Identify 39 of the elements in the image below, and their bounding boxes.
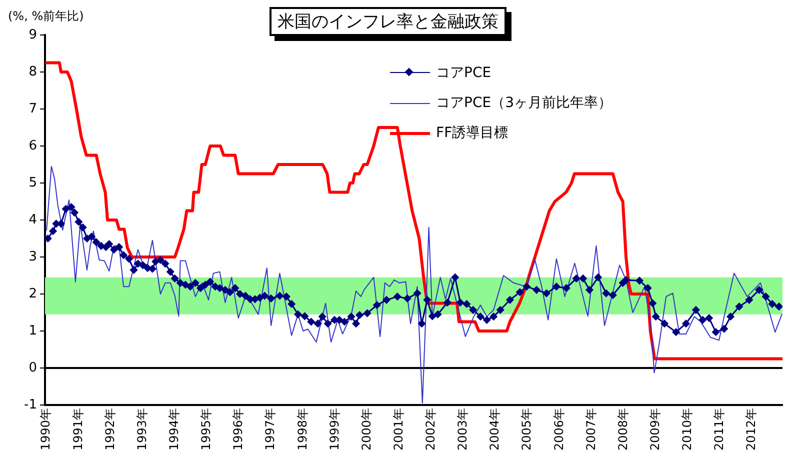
x-tick-label: 2006年 [552,408,566,451]
x-tick-label: 1998年 [295,408,310,451]
x-tick-label: 2008年 [616,408,630,451]
chart-title: 米国のインフレ率と金融政策 [270,7,506,36]
y-axis-title: (%, %前年比) [8,8,84,25]
x-tick-label: 2001年 [391,408,406,451]
legend-label: コアPCE（3ヶ月前比年率） [436,94,612,112]
x-tick-label: 1991年 [70,408,85,451]
x-tick-label: 2005年 [520,408,534,451]
y-tick-label: 1 [28,323,37,338]
x-tick-label: 2009年 [648,408,662,451]
x-tick-label: 1997年 [263,408,278,451]
y-tick-label: 6 [28,138,37,154]
legend-label: FF誘導目標 [436,124,508,142]
y-tick-label: 9 [28,27,37,42]
y-tick-label: 7 [28,101,37,116]
x-tick-label: 2004年 [488,408,502,451]
legend-label: コアPCE [436,64,492,82]
x-tick-label: 2010年 [680,408,694,451]
x-tick-label: 1995年 [199,408,214,451]
x-tick-label: 1999年 [327,408,342,451]
y-tick-label: -1 [24,397,37,412]
x-tick-label: 2012年 [744,408,758,451]
y-tick-label: 8 [28,64,37,80]
x-tick-label: 1994年 [166,408,181,451]
x-tick-label: 2002年 [424,408,438,451]
x-tick-label: 2000年 [359,408,374,451]
x-tick-label: 1996年 [231,408,246,451]
x-tick-label: 2003年 [456,408,470,451]
x-tick-label: 2007年 [584,408,598,451]
x-tick-label: 2011年 [712,408,726,451]
x-tick-label: 1990年 [38,408,53,451]
y-tick-label: 5 [28,175,37,190]
x-tick-label: 1992年 [102,408,117,451]
y-tick-label: 0 [28,360,37,376]
x-tick-label: 1993年 [134,408,149,451]
y-tick-label: 4 [28,212,37,228]
y-tick-label: 3 [28,249,37,264]
y-tick-label: 2 [28,286,37,302]
